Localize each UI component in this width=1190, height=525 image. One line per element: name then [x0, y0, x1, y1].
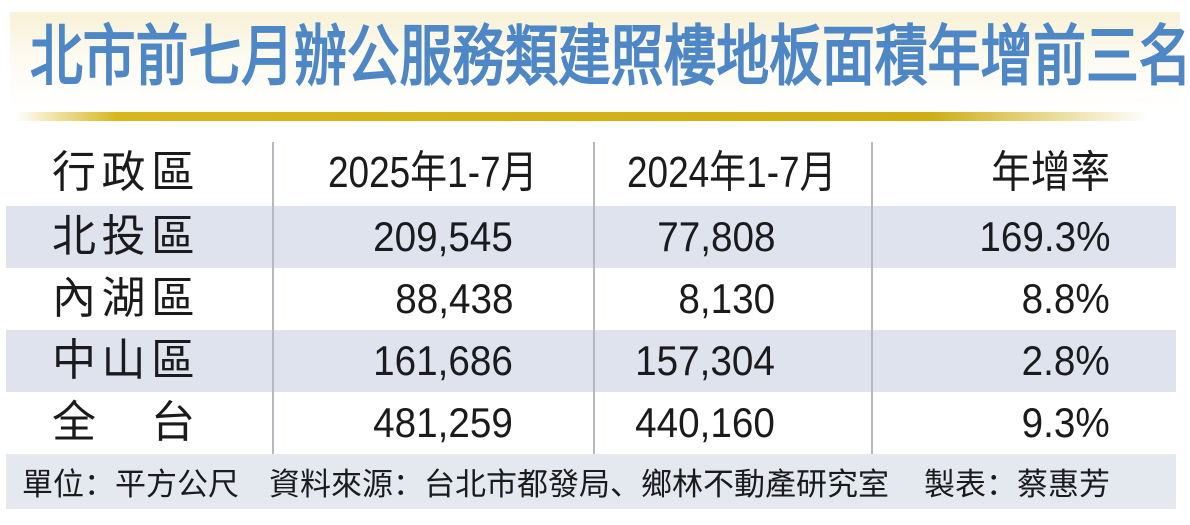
value-cell-2025: 481,259	[272, 392, 593, 454]
district-cell: 北投區	[6, 206, 272, 268]
column-divider	[272, 142, 274, 454]
value-cell-2025: 209,545	[272, 206, 593, 268]
yoy-cell: 2.8%	[871, 330, 1176, 392]
value-cell-2025: 161,686	[272, 330, 593, 392]
header-yoy-label: 年增率	[991, 148, 1110, 197]
table-row: 全台 481,259 440,160 9.3%	[6, 392, 1176, 454]
value-2024: 440,160	[635, 399, 775, 446]
value-2024: 77,808	[656, 213, 775, 260]
header-2025-label: 2025年1-7月	[327, 148, 538, 197]
title-band: 北市前七月辦公服務類建照樓地板面積年增前三名	[10, 12, 1190, 109]
value-cell-2024: 157,304	[593, 330, 871, 392]
header-2024-cell: 2024年1-7月	[593, 140, 871, 206]
district-label: 中山區	[52, 336, 195, 385]
header-yoy-cell: 年增率	[871, 140, 1176, 206]
value-cell-2024: 8,130	[593, 268, 871, 330]
header-2025-cell: 2025年1-7月	[272, 140, 593, 206]
footer-note: 單位：平方公尺 資料來源：台北市都發局、鄉林不動產研究室 製表：蔡惠芳	[6, 454, 1176, 509]
yoy-value: 8.8%	[1021, 275, 1110, 322]
district-label: 全台	[52, 398, 195, 447]
yoy-value: 169.3%	[978, 213, 1110, 260]
district-cell: 全台	[6, 392, 272, 454]
yoy-value: 9.3%	[1021, 399, 1110, 446]
district-label: 北投區	[52, 212, 195, 261]
yoy-cell: 8.8%	[871, 268, 1176, 330]
district-label: 內湖區	[52, 274, 195, 323]
source-label: 資料來源：台北市都發局、鄉林不動產研究室	[269, 467, 889, 502]
value-cell-2025: 88,438	[272, 268, 593, 330]
district-cell: 內湖區	[6, 268, 272, 330]
value-2025: 481,259	[373, 399, 513, 446]
title-underline	[14, 112, 1160, 121]
table-row: 內湖區 88,438 8,130 8.8%	[6, 268, 1176, 330]
header-district-label: 行政區	[52, 148, 195, 197]
credit-label: 製表：蔡惠芳	[924, 467, 1110, 502]
table-row: 北投區 209,545 77,808 169.3%	[6, 206, 1176, 268]
table-header-row: 行政區 2025年1-7月 2024年1-7月 年增率	[6, 140, 1176, 206]
table-row: 中山區 161,686 157,304 2.8%	[6, 330, 1176, 392]
value-2025: 88,438	[394, 275, 513, 322]
header-2024-label: 2024年1-7月	[627, 148, 837, 197]
yoy-cell: 169.3%	[871, 206, 1176, 268]
column-divider	[871, 142, 873, 454]
value-2024: 8,130	[678, 275, 775, 322]
value-2025: 209,545	[373, 213, 513, 260]
column-divider	[593, 142, 595, 454]
value-2025: 161,686	[373, 337, 513, 384]
header-district-cell: 行政區	[6, 140, 272, 206]
value-cell-2024: 77,808	[593, 206, 871, 268]
page-title: 北市前七月辦公服務類建照樓地板面積年增前三名	[30, 18, 1190, 93]
data-table: 行政區 2025年1-7月 2024年1-7月 年增率 北投區 209,545 …	[6, 140, 1176, 454]
yoy-value: 2.8%	[1021, 337, 1110, 384]
yoy-cell: 9.3%	[871, 392, 1176, 454]
value-2024: 157,304	[635, 337, 775, 384]
district-cell: 中山區	[6, 330, 272, 392]
unit-label: 單位：平方公尺	[22, 467, 239, 502]
value-cell-2024: 440,160	[593, 392, 871, 454]
